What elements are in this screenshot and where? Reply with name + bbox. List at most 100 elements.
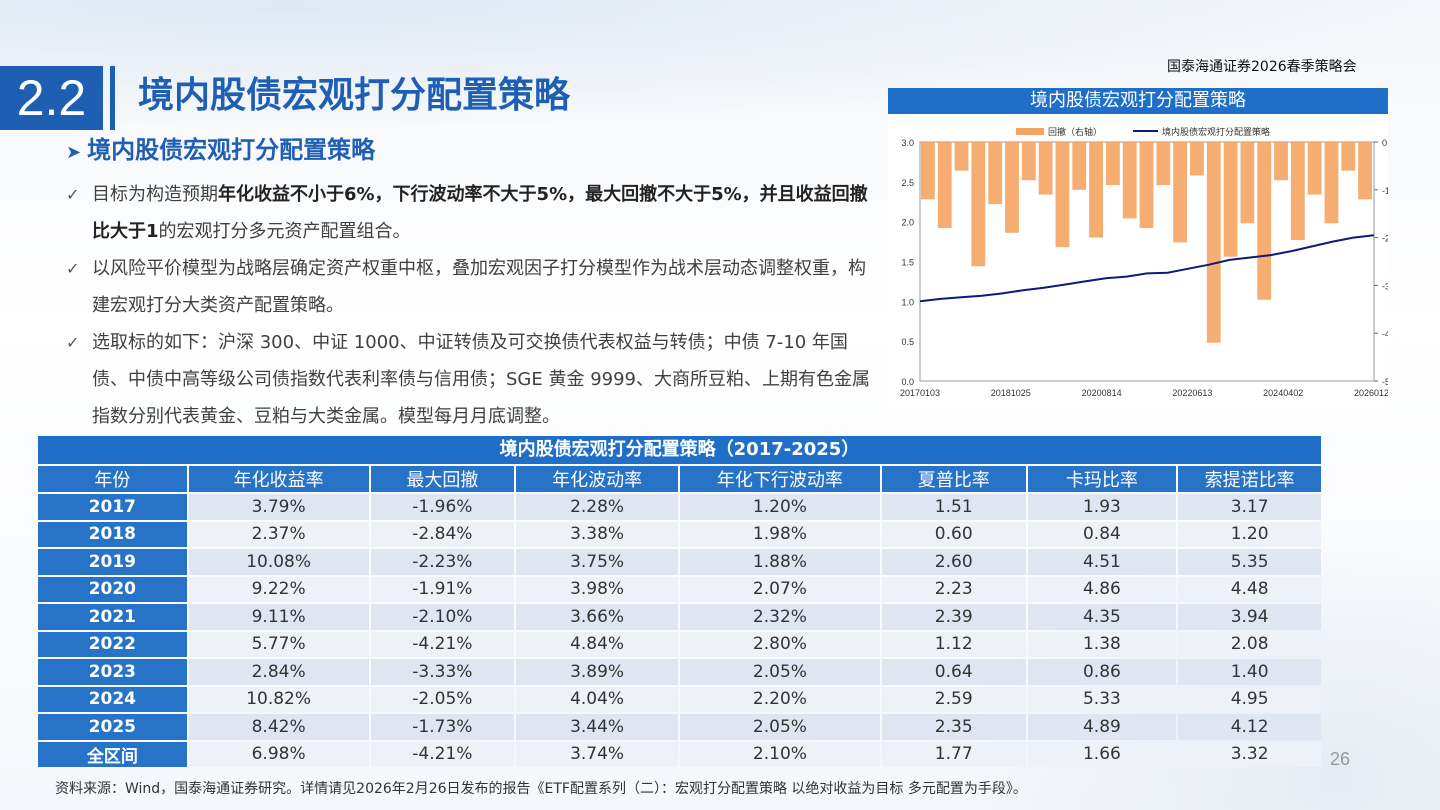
table-cell: 4.48 xyxy=(1178,576,1321,602)
table-cell: 4.35 xyxy=(1027,604,1177,630)
table-cell: 2.35 xyxy=(881,714,1026,740)
drawdown-bar xyxy=(1156,142,1171,186)
table-row: 全区间 6.98% -4.21% 3.74% 2.10% 1.77 1.66 3.32 xyxy=(38,741,1321,767)
table-cell: 1.38 xyxy=(1027,631,1177,657)
table-cell: 5.33 xyxy=(1027,686,1177,712)
drawdown-bar xyxy=(1257,142,1272,300)
table-cell: 2.05% xyxy=(679,714,880,740)
table-row: 2025 8.42% -1.73% 3.44% 2.05% 2.35 4.89 4.12 xyxy=(38,714,1321,740)
table-cell: -2.05% xyxy=(370,686,515,712)
table-row: 2020 9.22% -1.91% 3.98% 2.07% 2.23 4.86 4.48 xyxy=(38,576,1321,602)
y-left-tick-label: 1.5 xyxy=(901,258,914,268)
y-right-tick-label: -3.0% xyxy=(1382,281,1388,291)
sub-title-text: 境内股债宏观打分配置策略 xyxy=(87,136,376,164)
table-cell: 4.04% xyxy=(516,686,678,712)
table-cell: 2.59 xyxy=(881,686,1026,712)
table-body: 年份 年化收益率 最大回撤 年化波动率 年化下行波动率 夏普比率 卡玛比率 索提诺比率 201… xyxy=(36,464,1323,769)
drawdown-bar xyxy=(1190,142,1204,176)
table-year-cell: 2021 xyxy=(38,604,187,630)
table-header-cell: 索提诺比率 xyxy=(1178,466,1321,492)
drawdown-bar xyxy=(1173,142,1188,243)
x-tick-label: 20170103 xyxy=(900,388,940,398)
table-cell: -2.23% xyxy=(370,549,515,575)
table-cell: 3.38% xyxy=(516,521,678,547)
table-cell: 9.22% xyxy=(188,576,369,602)
table-cell: -1.96% xyxy=(370,494,515,520)
table-cell: 5.77% xyxy=(188,631,369,657)
table-cell: -3.33% xyxy=(370,659,515,685)
table-year-cell: 2024 xyxy=(38,686,187,712)
table-year-cell: 2018 xyxy=(38,521,187,547)
table-header-cell: 卡玛比率 xyxy=(1027,466,1177,492)
arrow-right-icon: ➤ xyxy=(66,142,82,163)
table-year-cell: 2023 xyxy=(38,659,187,685)
table-cell: 6.98% xyxy=(188,741,369,767)
table-cell: 1.12 xyxy=(881,631,1026,657)
y-right-tick-label: 0.0% xyxy=(1382,138,1388,148)
table-header-cell: 年化下行波动率 xyxy=(679,466,880,492)
drawdown-bar xyxy=(1206,142,1221,343)
drawdown-bar xyxy=(1240,142,1255,224)
table-cell: 1.77 xyxy=(881,741,1026,767)
table-cell: 8.42% xyxy=(188,714,369,740)
table-cell: 3.66% xyxy=(516,604,678,630)
y-right-tick-label: -2.0% xyxy=(1382,234,1388,244)
table-header-cell: 年化波动率 xyxy=(516,466,678,492)
table-cell: 2.60 xyxy=(881,549,1026,575)
table-cell: 1.20 xyxy=(1178,521,1321,547)
drawdown-bar xyxy=(1089,142,1103,238)
drawdown-bar xyxy=(1105,142,1120,186)
drawdown-bar xyxy=(937,142,952,229)
table-year-cell: 全区间 xyxy=(38,741,187,767)
table-cell: 3.94 xyxy=(1178,604,1321,630)
table-cell: 4.95 xyxy=(1178,686,1321,712)
table-cell: 2.84% xyxy=(188,659,369,685)
drawdown-bar xyxy=(954,142,969,171)
x-tick-label: 20240402 xyxy=(1263,388,1303,398)
drawdown-bar xyxy=(1038,142,1053,195)
table-cell: 3.89% xyxy=(516,659,678,685)
table-cell: 3.98% xyxy=(516,576,678,602)
bullet-item: ✓ 以风险平价模型为战略层确定资产权重中枢，叠加宏观因子打分模型作为战术层动态调整… xyxy=(66,250,881,324)
table-row: 2017 3.79% -1.96% 2.28% 1.20% 1.51 1.93 3.17 xyxy=(38,494,1321,520)
table-cell: 2.10% xyxy=(679,741,880,767)
table-row: 2018 2.37% -2.84% 3.38% 1.98% 0.60 0.84 1.20 xyxy=(38,521,1321,547)
drawdown-bar xyxy=(921,142,935,200)
x-tick-label: 20260123 xyxy=(1354,388,1388,398)
chart-svg: 3.0 2.5 2.0 1.5 1.0 0.5 0.0 0.0% -1.0% -2.0% -3.0%… xyxy=(900,126,1388,398)
bullet-list: ✓ 目标为构造预期年化收益不小于6%，下行波动率不大于5%，最大回撤不大于5%，并… xyxy=(66,176,881,435)
table-year-cell: 2020 xyxy=(38,576,187,602)
y-left-tick-label: 0.5 xyxy=(901,337,914,347)
bullet-segment: 目标为构造预期 xyxy=(92,184,218,205)
y-left-tick-label: 2.5 xyxy=(901,178,914,188)
y-left-tick-label: 3.0 xyxy=(901,138,914,148)
table-cell: 1.88% xyxy=(679,549,880,575)
section-number: 2.2 xyxy=(0,66,103,130)
table-row: 2022 5.77% -4.21% 4.84% 2.80% 1.12 1.38 2.08 xyxy=(38,631,1321,657)
table-cell: 4.89 xyxy=(1027,714,1177,740)
table-cell: 3.75% xyxy=(516,549,678,575)
table-cell: 2.39 xyxy=(881,604,1026,630)
checkmark-icon: ✓ xyxy=(66,185,80,204)
table-year-cell: 2025 xyxy=(38,714,187,740)
table-cell: -4.21% xyxy=(370,631,515,657)
bullet-text: 以风险平价模型为战略层确定资产权重中枢，叠加宏观因子打分模型作为战术层动态调整权… xyxy=(92,250,881,324)
table-title: 境内股债宏观打分配置策略（2017-2025） xyxy=(38,436,1321,464)
table-year-cell: 2019 xyxy=(38,549,187,575)
drawdown-bar xyxy=(1021,142,1036,181)
x-tick-label: 20220613 xyxy=(1172,388,1212,398)
table-cell: 1.40 xyxy=(1178,659,1321,685)
legend-drawdown-label: 回撤（右轴） xyxy=(1048,126,1102,138)
table-cell: 2.37% xyxy=(188,521,369,547)
nav-line xyxy=(919,234,1375,303)
table-cell: 1.66 xyxy=(1027,741,1177,767)
table-cell: 3.44% xyxy=(516,714,678,740)
y-right-tick-label: -5.0% xyxy=(1382,377,1388,387)
table-header-cell: 夏普比率 xyxy=(881,466,1026,492)
table-row: 2019 10.08% -2.23% 3.75% 1.88% 2.60 4.51 5.35 xyxy=(38,549,1321,575)
drawdown-bar xyxy=(1307,142,1322,195)
table-cell: 3.32 xyxy=(1178,741,1321,767)
table-cell: 2.08 xyxy=(1178,631,1321,657)
table-header-cell: 年化收益率 xyxy=(188,466,369,492)
table-cell: 3.17 xyxy=(1178,494,1321,520)
